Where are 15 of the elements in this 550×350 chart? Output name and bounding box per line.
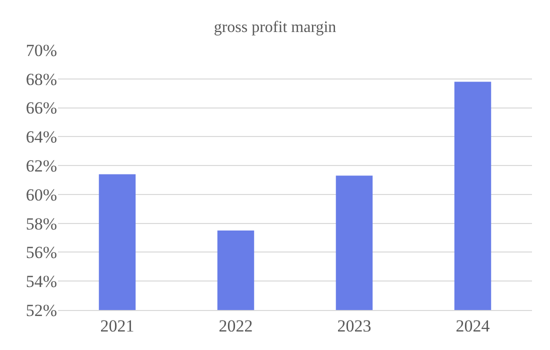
x-tick-label: 2021 (100, 316, 134, 336)
y-tick-label: 52% (26, 300, 57, 320)
x-tick-label: 2024 (456, 316, 490, 336)
y-tick-label: 58% (26, 214, 57, 234)
y-tick-label: 70% (26, 40, 57, 60)
y-tick-label: 62% (26, 156, 57, 176)
y-tick-label: 56% (26, 243, 57, 262)
y-tick-label: 68% (26, 70, 57, 89)
y-tick-label: 54% (26, 272, 57, 292)
x-tick-label: 2022 (218, 316, 253, 336)
y-tick-label: 64% (26, 128, 57, 147)
y-tick-label: 66% (26, 98, 57, 118)
chart-title: gross profit margin (214, 19, 336, 36)
y-tick-label: 60% (26, 185, 57, 204)
x-tick-label: 2023 (337, 316, 372, 336)
